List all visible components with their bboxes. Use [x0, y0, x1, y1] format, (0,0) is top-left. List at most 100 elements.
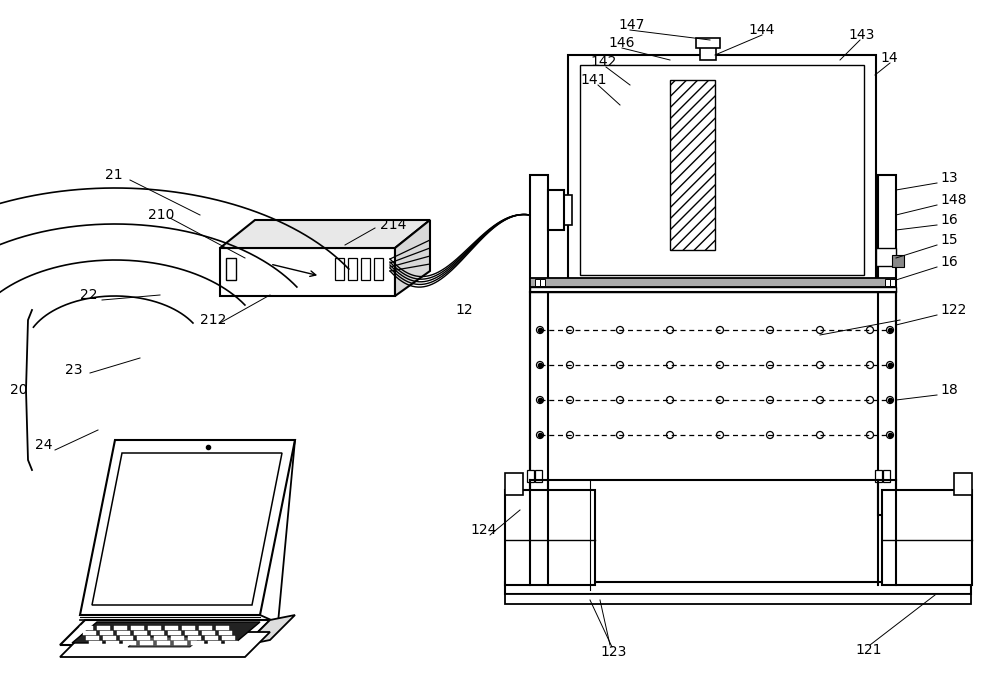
Bar	[875, 470, 882, 482]
Bar	[131, 626, 144, 630]
Bar	[505, 490, 595, 585]
Text: 22: 22	[80, 288, 98, 302]
Bar	[208, 641, 221, 645]
Text: 214: 214	[380, 218, 406, 232]
Bar	[892, 255, 904, 267]
Bar	[106, 641, 119, 645]
Bar	[216, 626, 229, 630]
Bar	[568, 55, 876, 280]
Text: 15: 15	[940, 233, 958, 247]
Polygon shape	[72, 622, 260, 643]
Bar	[562, 195, 572, 225]
Text: 147: 147	[618, 18, 644, 32]
Text: 210: 210	[148, 208, 174, 222]
Bar	[535, 279, 540, 286]
Bar	[878, 175, 896, 515]
Text: 212: 212	[200, 313, 226, 327]
Bar	[100, 631, 113, 635]
Bar	[185, 631, 198, 635]
Bar	[530, 278, 896, 287]
Polygon shape	[220, 220, 430, 248]
Bar	[220, 248, 395, 296]
Bar	[151, 631, 164, 635]
Bar	[89, 641, 102, 645]
Text: 124: 124	[470, 523, 496, 537]
Text: 148: 148	[940, 193, 966, 207]
Bar	[171, 636, 184, 640]
Bar	[527, 470, 534, 482]
Bar	[580, 65, 864, 275]
Bar	[670, 80, 715, 250]
Bar	[168, 631, 181, 635]
Polygon shape	[245, 615, 295, 645]
Bar	[174, 641, 187, 645]
Bar	[505, 594, 971, 604]
Bar	[120, 636, 133, 640]
Bar	[374, 258, 383, 280]
Bar	[165, 626, 178, 630]
Bar	[348, 258, 357, 280]
Bar	[80, 626, 93, 630]
Polygon shape	[92, 453, 282, 605]
Text: 121: 121	[855, 643, 882, 657]
Text: 144: 144	[748, 23, 774, 37]
Bar	[696, 38, 720, 48]
Text: 14: 14	[880, 51, 898, 65]
Bar	[335, 258, 344, 280]
Bar	[140, 641, 153, 645]
Bar	[548, 190, 564, 230]
Text: 143: 143	[848, 28, 874, 42]
Bar	[226, 258, 236, 280]
Bar	[83, 631, 96, 635]
Bar	[148, 626, 161, 630]
Bar	[199, 626, 212, 630]
Text: 142: 142	[590, 55, 616, 69]
Bar	[505, 473, 523, 495]
Bar	[885, 279, 890, 286]
Polygon shape	[80, 440, 295, 615]
Text: 12: 12	[455, 303, 473, 317]
Bar	[191, 641, 204, 645]
Bar	[134, 631, 147, 635]
Text: 123: 123	[600, 645, 626, 659]
Bar	[157, 641, 170, 645]
Bar	[530, 175, 548, 585]
Bar	[86, 636, 99, 640]
Bar	[114, 626, 127, 630]
Bar	[103, 636, 116, 640]
Text: 24: 24	[35, 438, 52, 452]
Bar	[225, 641, 238, 645]
Bar	[123, 641, 136, 645]
Bar	[188, 636, 201, 640]
Text: 141: 141	[580, 73, 606, 87]
Polygon shape	[60, 632, 270, 657]
Bar	[540, 279, 545, 286]
Text: 122: 122	[940, 303, 966, 317]
Polygon shape	[128, 637, 202, 647]
Bar	[182, 626, 195, 630]
Polygon shape	[60, 620, 270, 645]
Bar	[883, 470, 890, 482]
Text: 20: 20	[10, 383, 28, 397]
Bar	[137, 636, 150, 640]
Text: 16: 16	[940, 213, 958, 227]
Bar	[535, 470, 542, 482]
Bar	[361, 258, 370, 280]
Bar	[700, 45, 716, 60]
Bar	[505, 582, 971, 594]
Bar	[219, 631, 232, 635]
Text: 23: 23	[65, 363, 82, 377]
Bar	[117, 631, 130, 635]
Bar	[222, 636, 235, 640]
Text: 146: 146	[608, 36, 635, 50]
Bar	[97, 626, 110, 630]
Bar	[890, 279, 895, 286]
Bar	[154, 636, 167, 640]
Bar	[205, 636, 218, 640]
Bar	[876, 248, 896, 266]
Text: 18: 18	[940, 383, 958, 397]
Text: 16: 16	[940, 255, 958, 269]
Text: 13: 13	[940, 171, 958, 185]
Bar	[530, 287, 896, 292]
Bar	[882, 490, 972, 585]
